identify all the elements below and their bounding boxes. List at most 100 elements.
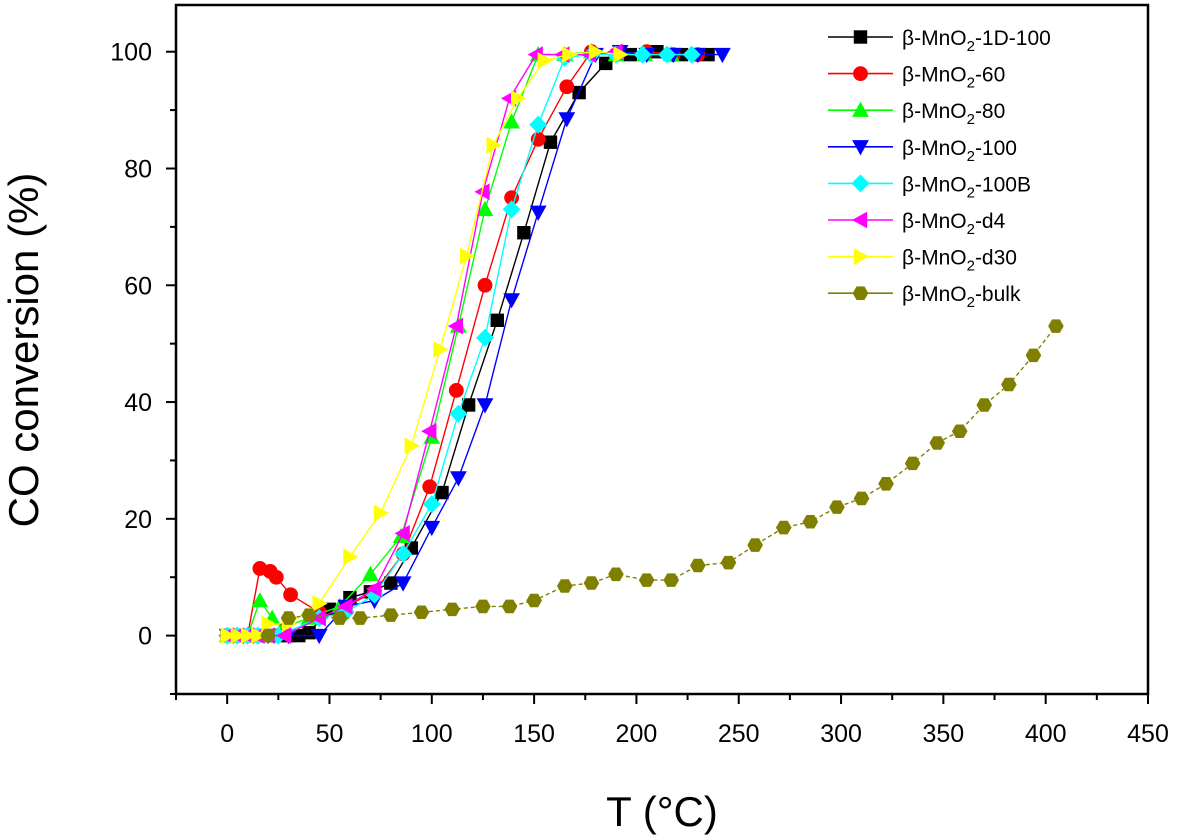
data-point <box>558 112 576 128</box>
legend-marker <box>853 66 868 81</box>
data-point <box>503 293 520 309</box>
data-point <box>476 328 494 347</box>
data-point <box>343 548 359 566</box>
y-tick-label: 60 <box>124 272 152 300</box>
series-line <box>227 50 708 637</box>
data-point <box>562 46 578 63</box>
x-tick-label: 50 <box>316 720 344 748</box>
legend-label: β-MnO2-d30 <box>902 247 1017 275</box>
data-point <box>448 382 464 398</box>
data-point <box>337 598 353 615</box>
data-point <box>275 627 292 644</box>
data-point <box>422 479 438 495</box>
data-point <box>501 599 518 614</box>
data-point <box>663 573 680 587</box>
series-7 <box>220 43 629 644</box>
data-point <box>714 47 731 64</box>
data-point <box>268 569 284 585</box>
legend-item: β-MnO2-80 <box>828 100 1005 128</box>
data-point <box>638 573 655 587</box>
legend-label: β-MnO2-60 <box>902 64 1005 92</box>
series-2 <box>219 44 706 644</box>
data-point <box>1001 377 1017 392</box>
data-point <box>280 611 297 625</box>
data-point <box>976 398 993 412</box>
legend-label: β-MnO2-1D-100 <box>902 27 1051 55</box>
data-point <box>220 627 236 644</box>
legend-label: β-MnO2-d4 <box>902 210 1006 238</box>
series-line <box>227 50 723 637</box>
y-tick-label: 20 <box>124 506 152 534</box>
series-line <box>227 53 692 637</box>
data-point <box>394 525 410 542</box>
data-point <box>261 615 277 633</box>
series-line <box>227 50 698 637</box>
series-line <box>227 50 672 637</box>
data-point <box>251 627 267 644</box>
data-point <box>682 45 701 64</box>
legend-label: β-MnO2-80 <box>902 100 1005 128</box>
y-axis-title: CO conversion (%) <box>0 173 47 528</box>
legend-item: β-MnO2-bulk <box>828 283 1021 311</box>
data-point <box>352 611 368 625</box>
x-tick-label: 0 <box>220 720 234 748</box>
data-point <box>529 205 547 221</box>
x-tick-label: 300 <box>820 720 862 748</box>
legend-marker <box>852 101 869 117</box>
x-tick-label: 350 <box>923 720 965 748</box>
series-1 <box>220 45 715 643</box>
series-8 <box>260 319 1064 643</box>
data-point <box>394 544 413 563</box>
data-point <box>423 520 441 537</box>
data-point <box>747 538 763 552</box>
data-point <box>312 595 328 612</box>
data-point <box>775 520 792 535</box>
legend-item: β-MnO2-60 <box>828 64 1005 92</box>
data-point <box>633 45 652 64</box>
data-point <box>878 476 894 491</box>
data-point <box>802 515 819 529</box>
data-point <box>556 579 573 593</box>
data-point <box>583 576 600 590</box>
data-point <box>476 398 494 414</box>
data-point <box>559 79 575 95</box>
x-tick-label: 400 <box>1025 720 1067 748</box>
data-point <box>331 611 348 625</box>
data-point <box>1025 348 1042 363</box>
data-point <box>720 555 737 570</box>
legend-label: β-MnO2-100B <box>902 173 1031 201</box>
data-point <box>461 398 476 412</box>
x-axis-title: T (°C) <box>606 788 718 835</box>
data-point <box>230 627 246 644</box>
data-point <box>510 90 527 107</box>
axis-ticks: 0 50 100 150 200 250 300 350 400 450 0 20 40 60 80 100 <box>110 39 1169 748</box>
data-point <box>365 580 382 598</box>
data-point <box>1048 319 1064 333</box>
data-point <box>413 605 430 619</box>
y-tick-label: 80 <box>124 155 152 183</box>
data-point <box>459 247 476 265</box>
data-point <box>404 437 420 455</box>
data-point <box>422 495 441 514</box>
data-point <box>394 576 412 592</box>
legend-item: β-MnO2-d30 <box>828 247 1017 275</box>
data-point <box>283 587 298 603</box>
x-tick-label: 100 <box>411 720 453 748</box>
data-point <box>853 491 870 506</box>
y-tick-label: 100 <box>110 39 152 67</box>
data-point <box>543 135 558 149</box>
data-point <box>613 46 629 63</box>
legend-marker <box>851 211 868 229</box>
x-tick-label: 200 <box>616 720 658 748</box>
x-tick-label: 250 <box>718 720 760 748</box>
data-point <box>444 602 461 617</box>
legend-item: β-MnO2-1D-100 <box>828 27 1051 55</box>
data-point <box>951 424 968 439</box>
series-3 <box>218 43 680 643</box>
data-point <box>490 313 504 328</box>
data-point <box>433 341 449 358</box>
y-tick-label: 0 <box>138 623 152 651</box>
data-point <box>658 45 677 64</box>
data-point <box>829 500 845 514</box>
